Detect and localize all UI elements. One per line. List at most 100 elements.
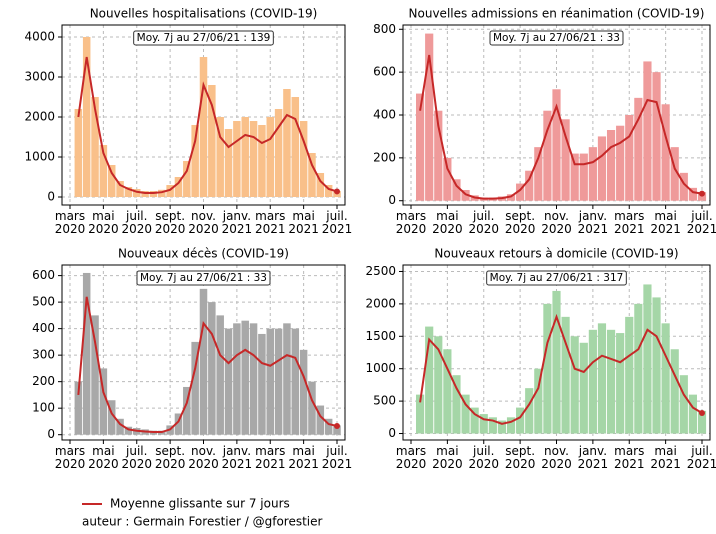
x-tick-label: sept. 2020 [154,444,186,471]
bar [199,57,208,197]
x-tick-label: janv. 2021 [221,209,253,236]
bar [308,381,316,435]
x-tick-label: mars 2020 [54,209,86,236]
bar [516,407,525,434]
bar [124,426,133,435]
bar [324,418,333,435]
x-tick-label: juil. 2021 [321,209,353,236]
y-tick-label: 100 [32,401,55,415]
bar [670,147,679,201]
line [77,56,338,194]
x-tick-label: mars 2021 [254,444,286,471]
bar [679,172,688,201]
bar [443,157,452,201]
x-tick-label: mars 2021 [613,209,645,236]
plot-frame [61,264,346,441]
bar [91,315,99,435]
x-tick-label: nov. 2020 [188,209,219,236]
bar [258,125,266,197]
x-tick-label: nov. 2020 [541,209,572,236]
bar [316,405,325,435]
bar [174,177,183,197]
y-tick-label: 0 [47,190,55,204]
bar [416,394,425,434]
bar [324,185,333,197]
x-tick-label: janv. 2021 [577,444,609,471]
bar [570,336,579,434]
bar [333,425,341,435]
bar [107,400,116,435]
bar [183,161,191,197]
bar [99,145,108,197]
x-tick-label: mars 2020 [395,444,427,471]
y-tick-label: 500 [32,295,55,309]
bar [116,418,124,435]
annotation: Moy. 7j au 27/06/21 : 317 [490,272,624,284]
y-tick-label: 400 [32,321,55,335]
x-tick-label: janv. 2021 [577,209,609,236]
bar [452,375,461,434]
bar [158,189,166,197]
bar [124,187,133,197]
y-tick-label: 1000 [365,361,396,375]
bar [425,33,434,201]
bar [434,336,443,434]
x-tick-label: nov. 2020 [188,444,219,471]
bar [166,185,174,197]
bar [308,153,316,197]
x-tick-label: juil. 2020 [468,444,500,471]
bar [525,170,534,201]
bar [274,328,283,435]
bar [452,179,461,201]
bar [561,119,570,201]
annotation-box [489,30,624,46]
bar [283,89,291,197]
bar [497,420,507,434]
end-marker [699,409,705,416]
bar [241,320,249,435]
plot-frame [402,264,711,441]
bar [534,368,543,434]
y-tick-label: 0 [388,193,396,207]
bar [561,316,570,434]
bar [479,414,488,434]
legend-label: Moyenne glissante sur 7 jours [110,497,290,511]
y-tick-label: 0 [388,426,396,440]
x-tick-label: sept. 2020 [504,209,536,236]
y-tick-label: 2500 [365,264,396,278]
bar [183,386,191,435]
bar [643,61,652,201]
end-marker [699,190,705,197]
y-tick-label: 2000 [24,110,55,124]
bar [606,130,616,201]
bar [266,328,275,435]
bar [74,381,83,435]
bar [266,117,275,197]
plot-frame [61,24,346,206]
x-tick-label: juil. 2020 [121,444,153,471]
bar [241,117,249,197]
y-tick-label: 600 [373,65,396,79]
y-tick-label: 200 [373,150,396,164]
line [419,54,703,200]
bar [283,323,291,435]
bar [224,328,233,435]
bar [688,187,697,201]
bar [461,190,470,201]
y-tick-label: 4000 [24,30,55,44]
bar [191,341,199,435]
bar [82,272,91,435]
bar [616,125,625,201]
bar [661,104,670,201]
bar [570,153,579,201]
x-tick-label: juil. 2021 [686,209,716,236]
x-tick-label: sept. 2020 [154,209,186,236]
annotation: Moy. 7j au 27/06/21 : 139 [137,32,271,44]
x-tick-label: juil. 2020 [468,209,500,236]
end-marker [334,422,340,429]
bar [588,329,597,434]
bar [258,333,266,435]
annotation-box [136,270,271,286]
